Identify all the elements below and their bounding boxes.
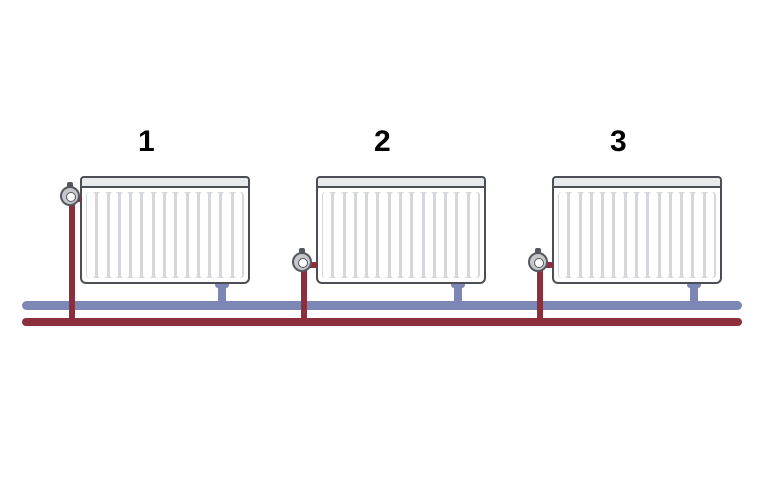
radiator-fin	[166, 192, 175, 278]
return-main-pipe	[22, 301, 742, 310]
radiator-fin	[604, 192, 613, 278]
radiator-fin	[649, 192, 658, 278]
radiator-fin	[425, 192, 434, 278]
radiator-1	[80, 176, 250, 284]
radiator-fin	[98, 192, 107, 278]
diagram-stage: 1 2 3	[0, 0, 764, 504]
valve-center-1	[66, 192, 76, 202]
radiator-fins-1	[86, 192, 244, 278]
radiator-fin	[189, 192, 198, 278]
radiator-fin	[436, 192, 445, 278]
radiator-fin	[470, 192, 479, 278]
radiator-fin	[357, 192, 366, 278]
radiator-fin	[143, 192, 152, 278]
radiator-label-3: 3	[610, 125, 627, 159]
radiator-label-2: 2	[374, 125, 391, 159]
radiator-fin	[458, 192, 467, 278]
radiator-3	[552, 176, 722, 284]
radiator-fin	[694, 192, 703, 278]
radiator-top-1	[80, 176, 250, 188]
radiator-fin	[323, 192, 332, 278]
valve-center-2	[298, 258, 308, 268]
radiator-fin	[402, 192, 411, 278]
radiator-fin	[570, 192, 579, 278]
radiator-fin	[222, 192, 231, 278]
radiator-fin	[559, 192, 568, 278]
radiator-fin	[121, 192, 130, 278]
radiator-fin	[379, 192, 388, 278]
radiator-fin	[211, 192, 220, 278]
radiator-fin	[234, 192, 243, 278]
radiator-fin	[334, 192, 343, 278]
radiator-fin	[200, 192, 209, 278]
radiator-top-2	[316, 176, 486, 188]
radiator-fin	[391, 192, 400, 278]
radiator-fin	[672, 192, 681, 278]
valve-center-3	[534, 258, 544, 268]
radiator-fin	[413, 192, 422, 278]
supply-main-pipe	[22, 318, 742, 326]
radiator-fin	[615, 192, 624, 278]
radiator-fin	[368, 192, 377, 278]
radiator-fin	[132, 192, 141, 278]
radiator-fin	[593, 192, 602, 278]
radiator-fins-2	[322, 192, 480, 278]
radiator-fin	[155, 192, 164, 278]
radiator-fin	[582, 192, 591, 278]
radiator-fin	[87, 192, 96, 278]
radiator-fin	[661, 192, 670, 278]
radiator-label-1: 1	[138, 125, 155, 159]
radiator-fin	[683, 192, 692, 278]
radiator-top-3	[552, 176, 722, 188]
radiator-fin	[638, 192, 647, 278]
supply-riser-1	[69, 196, 75, 326]
radiator-fins-3	[558, 192, 716, 278]
radiator-fin	[447, 192, 456, 278]
radiator-fin	[346, 192, 355, 278]
radiator-2	[316, 176, 486, 284]
radiator-fin	[110, 192, 119, 278]
radiator-fin	[706, 192, 715, 278]
radiator-fin	[627, 192, 636, 278]
radiator-fin	[177, 192, 186, 278]
